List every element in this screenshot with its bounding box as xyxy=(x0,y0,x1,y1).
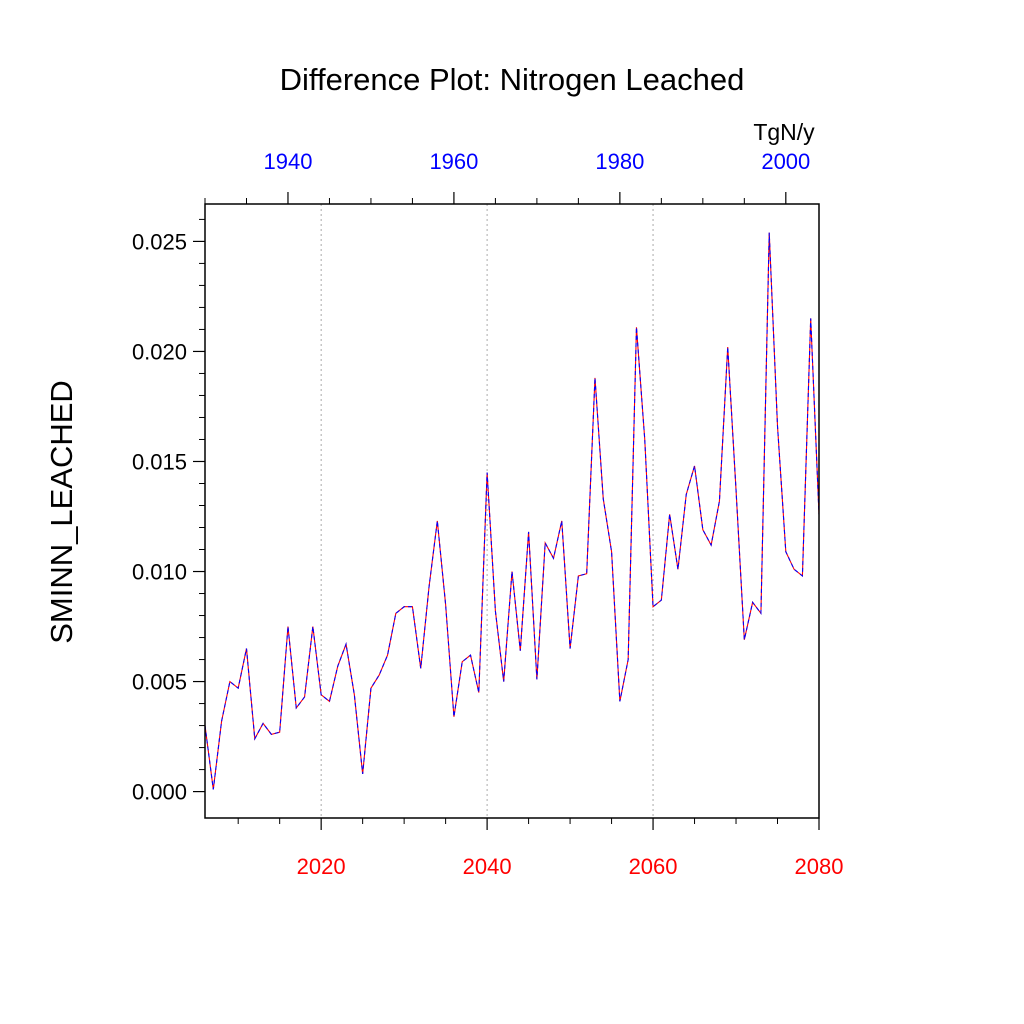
axis-ticks xyxy=(193,192,820,830)
bottom-tick-label: 2020 xyxy=(297,854,346,879)
top-tick-label: 1940 xyxy=(263,149,312,174)
y-tick-label: 0.010 xyxy=(132,560,187,585)
series-group xyxy=(205,232,819,790)
bottom-tick-label: 2060 xyxy=(629,854,678,879)
top-tick-label: 2000 xyxy=(761,149,810,174)
plot-frame xyxy=(204,203,820,819)
y-tick-label: 0.020 xyxy=(132,339,187,364)
y-tick-label: 0.015 xyxy=(132,449,187,474)
tick-labels: 0.000 0.005 0.010 0.015 0.020 0.025 2020 2040 20… xyxy=(132,149,844,879)
y-tick-label: 0.025 xyxy=(132,229,187,254)
y-tick-label: 0.005 xyxy=(132,670,187,695)
series-line-future xyxy=(205,232,819,790)
y-axis-label: SMINN_LEACHED xyxy=(44,380,79,644)
chart-title: Difference Plot: Nitrogen Leached xyxy=(280,62,745,97)
series-line-historical xyxy=(205,232,819,790)
bottom-tick-label: 2080 xyxy=(795,854,844,879)
top-tick-label: 1980 xyxy=(595,149,644,174)
bottom-tick-label: 2040 xyxy=(463,854,512,879)
grid-lines xyxy=(320,204,654,818)
units-label: TgN/y xyxy=(753,119,815,145)
y-tick-label: 0.000 xyxy=(132,780,187,805)
top-tick-label: 1960 xyxy=(429,149,478,174)
